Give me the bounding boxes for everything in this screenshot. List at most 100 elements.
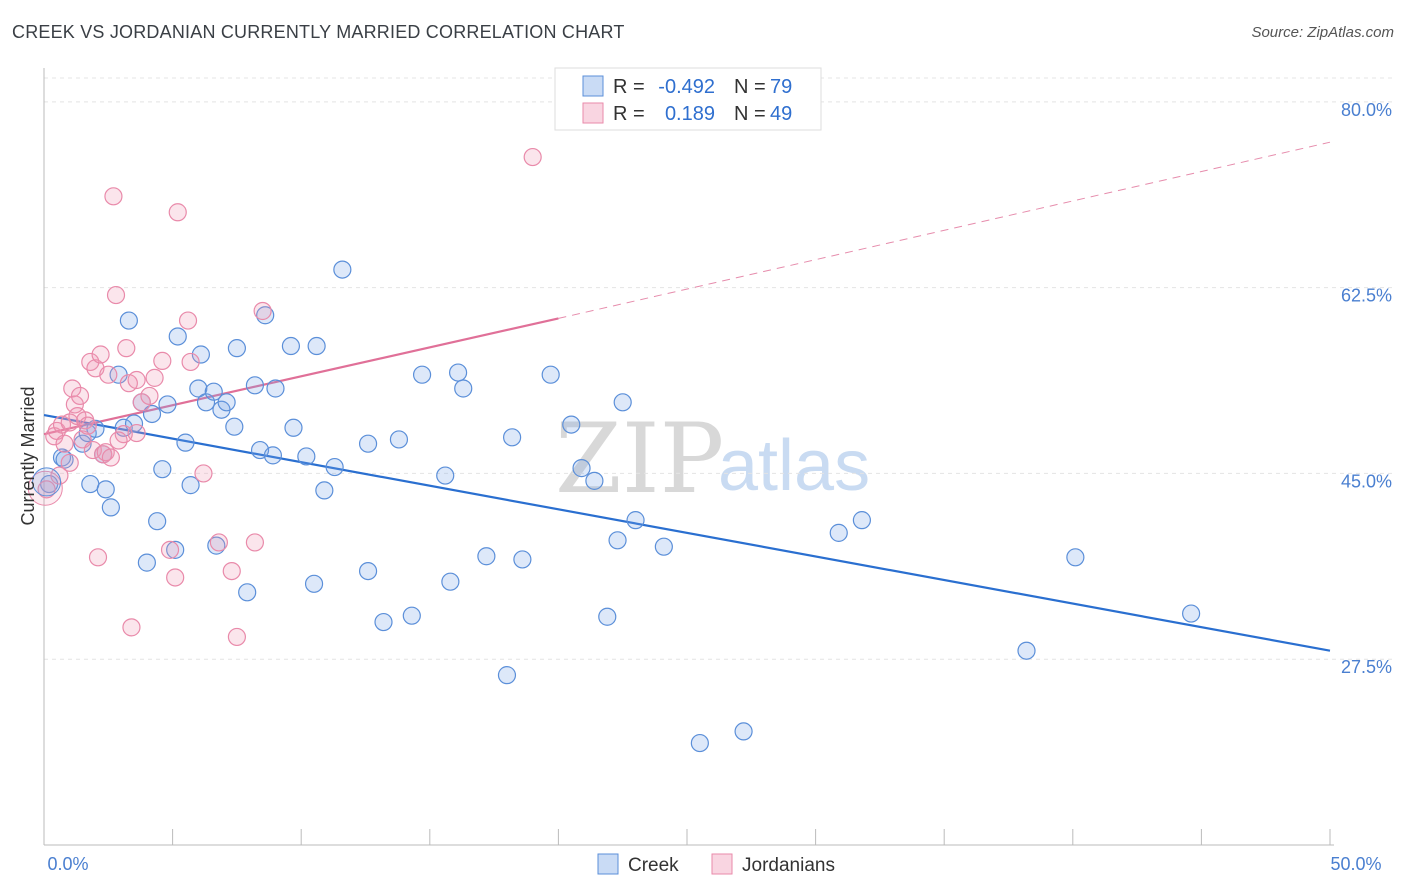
jordanians-point <box>63 379 82 398</box>
creek-point <box>412 365 432 384</box>
jordanians-point <box>194 464 213 483</box>
legend-creek-n-value: 79 <box>770 76 792 98</box>
jordanians-point <box>168 203 187 222</box>
jordanians-point <box>78 416 97 435</box>
creek-point <box>96 480 115 499</box>
creek-point <box>325 457 344 477</box>
legend-jordanians-r-value: 0.189 <box>665 103 715 125</box>
jordanians-point <box>37 480 56 499</box>
creek-point <box>227 339 246 358</box>
creek-point-large <box>32 467 62 497</box>
creek-point <box>166 540 185 559</box>
jordanians-point <box>65 395 84 414</box>
legend-box <box>554 67 822 131</box>
jordanians-trend-line <box>43 317 559 436</box>
jordanians-point <box>60 453 79 472</box>
jordanians-point <box>227 627 246 647</box>
creek-point <box>148 512 167 531</box>
jordanians-point <box>109 431 128 450</box>
creek-point <box>358 561 378 581</box>
creek-point <box>626 511 645 530</box>
jordanians-point <box>101 448 120 467</box>
creek-point <box>497 666 517 685</box>
trend-lines <box>43 141 1331 652</box>
x-tick-label-min: 0.0% <box>47 854 88 874</box>
creek-point <box>333 260 352 279</box>
creek-point <box>608 531 627 550</box>
y-tick-label: 62.5% <box>1341 286 1392 306</box>
jordanians-point <box>145 368 164 387</box>
creek-point <box>238 583 257 602</box>
creek-point <box>690 733 709 753</box>
source-label: Source: ZipAtlas.com <box>1251 24 1394 41</box>
creek-point <box>585 471 604 490</box>
creek-point <box>829 523 848 542</box>
data-points <box>27 147 1201 753</box>
creek-point <box>852 511 871 530</box>
jordanians-point <box>117 339 136 358</box>
bottom-legend-jordanians-label: Jordanians <box>742 855 835 876</box>
creek-point <box>168 327 187 346</box>
y-tick-label: 27.5% <box>1341 657 1392 677</box>
jordanians-point <box>209 533 228 552</box>
creek-point <box>263 446 283 465</box>
legend-creek-r-label: R = <box>613 76 645 98</box>
creek-point <box>245 376 265 395</box>
creek-point <box>477 547 496 566</box>
bottom-legend-creek-swatch <box>597 853 619 875</box>
creek-point <box>158 395 177 414</box>
jordanians-point <box>166 568 185 587</box>
creek-point <box>204 382 223 401</box>
creek-point <box>436 466 455 485</box>
jordanians-point <box>127 423 146 443</box>
legend-jordanians-n-value: 49 <box>770 103 792 125</box>
creek-point <box>189 379 208 398</box>
jordanians-point <box>178 311 198 330</box>
creek-point <box>284 418 303 437</box>
creek-point <box>153 460 172 479</box>
legend: R = -0.492 N = 79 R = 0.189 N = 49 <box>554 67 822 131</box>
creek-point <box>181 476 200 495</box>
legend-creek-swatch <box>582 75 604 97</box>
creek-point <box>73 434 92 453</box>
watermark-atlas: atlas <box>718 426 870 506</box>
creek-point <box>613 393 632 412</box>
creek-point <box>101 498 120 517</box>
creek-point <box>281 336 301 356</box>
jordanians-point <box>55 434 74 453</box>
creek-point <box>513 550 532 569</box>
creek-point <box>503 428 522 447</box>
jordanians-point <box>70 386 90 406</box>
jordanians-point <box>99 365 118 384</box>
jordanians-point <box>245 533 265 552</box>
creek-point <box>441 572 460 591</box>
legend-jordanians-r-label: R = <box>613 103 645 125</box>
creek-point <box>448 363 468 382</box>
y-axis-title: Currently Married <box>18 386 38 525</box>
creek-point <box>297 447 316 466</box>
creek-point <box>81 474 100 494</box>
creek-point <box>374 612 393 632</box>
jordanians-point <box>96 443 115 462</box>
jordanians-point <box>523 147 542 167</box>
jordanians-point <box>140 386 159 406</box>
watermark-zip: ZIP <box>555 403 724 515</box>
creek-point <box>562 415 581 434</box>
creek-point <box>207 536 226 555</box>
creek-point <box>572 459 591 478</box>
jordanians-point <box>104 187 123 206</box>
bottom-legend-jordanians-swatch <box>711 853 733 875</box>
bottom-legend-creek-label: Creek <box>628 855 679 876</box>
creek-point <box>217 393 236 412</box>
x-tick-label-max: 50.0% <box>1330 854 1381 874</box>
creek-trend-line <box>43 413 1331 652</box>
jordanians-point <box>106 285 126 305</box>
creek-point <box>191 345 210 364</box>
bottom-legend: Creek Jordanians <box>597 853 835 876</box>
y-tick-label: 45.0% <box>1341 471 1392 491</box>
y-tick-label: 80.0% <box>1341 100 1392 120</box>
creek-point <box>307 336 326 356</box>
creek-point <box>1017 641 1036 660</box>
creek-point <box>304 574 324 593</box>
